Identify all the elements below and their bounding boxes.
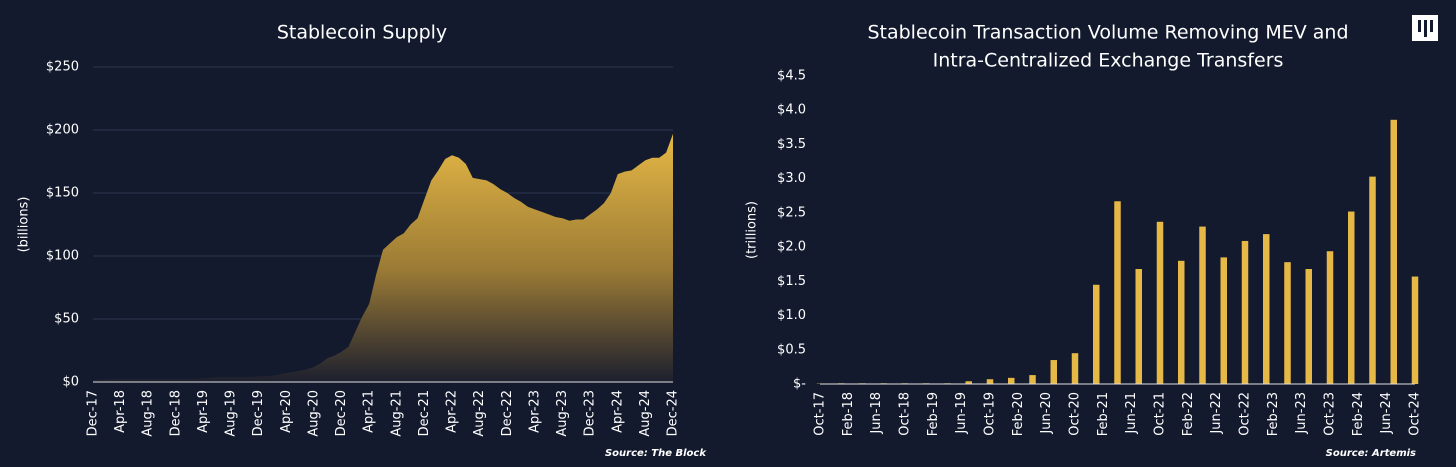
y-tick-label: $2.0 [777,240,806,255]
x-tick-label: Jun-18 [869,392,884,435]
x-tick-label: Apr-20 [279,390,294,433]
y-tick-label: $100 [46,249,79,264]
y-axis-label: (trillions) [745,201,760,259]
x-tick-label: Oct-17 [813,392,828,436]
x-tick-label: Jun-20 [1039,392,1054,435]
x-tick-label: Dec-17 [86,390,101,436]
logo [1412,15,1438,41]
x-tick-label: Oct-20 [1068,392,1083,436]
x-tick-label: Jun-23 [1294,392,1309,435]
x-tick-label: Apr-19 [196,390,211,433]
bar [1411,276,1419,384]
y-tick-label: $3.5 [777,137,806,152]
y-tick-label: $- [793,377,806,392]
x-tick-label: Aug-23 [555,390,570,437]
bar [1305,269,1312,384]
source: Source: Artemis [1326,448,1416,459]
x-tick-label: Dec-20 [334,390,349,436]
bar [1390,119,1397,384]
y-tick-label: $3.0 [777,171,806,186]
x-tick-label: Oct-23 [1323,392,1338,436]
y-tick-label: $4.0 [777,103,806,118]
bar [1369,176,1376,384]
x-tick-label: Aug-21 [389,390,404,437]
bar [1284,262,1291,384]
y-tick-label: $2.5 [777,205,806,220]
bar [1348,211,1355,384]
y-tick-label: $200 [46,123,79,138]
bar [1156,221,1164,384]
x-tick-label: Aug-22 [472,390,487,437]
x-tick-label: Apr-22 [445,390,460,433]
x-tick-label: Feb-21 [1096,392,1111,436]
x-tick-label: Feb-22 [1181,392,1196,436]
x-tick-label: Apr-24 [610,390,625,433]
bar [1093,284,1100,384]
bar [986,379,994,384]
x-tick-label: Dec-23 [583,390,598,436]
bar [1114,201,1121,384]
x-tick-label: Oct-18 [898,392,913,436]
x-tick-label: Feb-18 [841,392,856,436]
y-tick-label: $0.5 [777,342,806,357]
x-tick-label: Dec-22 [500,390,515,436]
x-tick-label: Jun-22 [1209,392,1224,435]
bar [965,381,972,384]
bar [1326,251,1334,384]
x-tick-label: Aug-18 [141,390,156,437]
chart-title: Stablecoin Supply [277,22,447,44]
x-tick-label: Oct-19 [983,392,998,436]
x-tick-label: Jun-24 [1379,392,1394,435]
y-axis-label: (billions) [17,197,32,253]
x-tick-label: Dec-21 [417,390,432,436]
x-tick-label: Dec-19 [251,390,266,436]
x-tick-label: Oct-24 [1408,392,1423,436]
bar [1199,226,1206,384]
x-tick-label: Aug-20 [306,390,321,437]
bar [1071,353,1079,384]
area [93,133,673,382]
bar [1241,240,1249,384]
bar [1135,269,1142,384]
bar [1220,257,1227,384]
bar [1050,360,1057,384]
x-tick-label: Feb-23 [1266,392,1281,436]
x-tick-label: Dec-24 [666,390,681,436]
x-tick-label: Oct-22 [1238,392,1253,436]
y-tick-label: $0 [62,375,79,390]
x-tick-label: Apr-23 [527,390,542,433]
y-tick-label: $1.0 [777,308,806,323]
x-tick-label: Apr-18 [113,390,128,433]
x-tick-label: Apr-21 [362,390,377,433]
y-tick-label: $150 [46,186,79,201]
y-tick-label: $4.5 [777,69,806,84]
x-tick-label: Dec-18 [168,390,183,436]
bar [1029,375,1036,384]
bar [1008,377,1015,384]
bar [1263,234,1270,384]
y-tick-label: $250 [46,60,79,75]
x-tick-label: Feb-20 [1011,392,1026,436]
chart-title: Intra-Centralized Exchange Transfers [933,50,1284,72]
bar [1178,260,1185,384]
y-tick-label: $50 [54,312,79,327]
chart-title: Stablecoin Transaction Volume Removing M… [867,22,1348,44]
x-tick-label: Aug-24 [638,390,653,437]
x-tick-label: Feb-24 [1351,392,1366,436]
x-tick-label: Feb-19 [926,392,941,436]
y-tick-label: $1.5 [777,274,806,289]
x-tick-label: Jun-21 [1124,392,1139,435]
x-tick-label: Jun-19 [954,392,969,435]
source: Source: The Block [605,448,707,459]
x-tick-label: Oct-21 [1153,392,1168,436]
x-tick-label: Aug-19 [224,390,239,437]
